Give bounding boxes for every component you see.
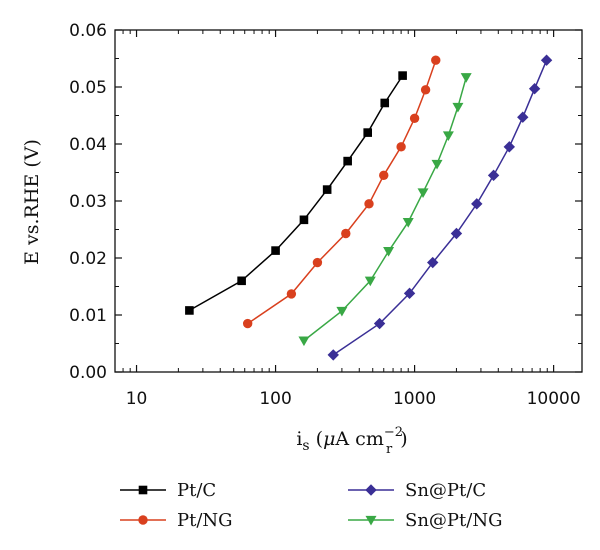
data-point-sn-pt-c [373,317,386,330]
series-layer [185,54,553,361]
data-point-pt-ng [341,228,351,239]
data-point-sn-pt-ng [364,276,376,287]
data-point-sn-pt-ng [402,217,414,228]
axes: 0.00 0.01 0.02 0.03 0.04 0.05 0.06 10 100 1000 100… [69,21,583,409]
data-point-pt-c [380,98,390,108]
data-point-pt-ng [364,199,374,209]
data-point-pt-ng [409,113,420,124]
data-point-pt-ng [312,257,323,268]
data-point-pt-c [237,276,246,286]
data-point-pt-c [322,185,332,194]
x-tick-label: 10 [126,389,148,409]
data-point-pt-c [363,128,373,137]
series-line-sn-pt-ng [303,77,467,342]
data-point-sn-pt-c [487,169,500,182]
data-point-sn-pt-ng [460,73,472,83]
data-point-sn-pt-ng [383,247,395,257]
data-point-sn-pt-ng [298,336,310,347]
legend-label: Sn@Pt/C [405,480,486,501]
y-tick-label: 0.04 [69,135,107,155]
legend-marker [138,515,148,525]
data-point-pt-ng [396,142,406,152]
data-point-pt-c [271,246,280,255]
legend-marker [138,485,148,495]
legend-marker [365,484,377,496]
data-point-sn-pt-c [403,287,416,300]
data-point-pt-c [398,71,407,80]
data-point-sn-pt-ng [452,102,464,113]
data-point-sn-pt-c [471,198,483,210]
data-point-sn-pt-ng [417,188,429,198]
data-point-sn-pt-ng [431,159,443,170]
series-line-pt-c [189,75,404,312]
data-point-sn-pt-c [327,349,339,361]
data-point-sn-pt-c [540,54,553,66]
legend-label: Sn@Pt/NG [405,510,502,531]
data-point-pt-ng [242,318,253,329]
data-point-pt-ng [286,289,297,299]
y-tick-label: 0.05 [69,78,107,98]
data-point-pt-c [343,156,352,166]
data-point-pt-ng [420,85,431,95]
data-point-sn-pt-c [528,83,541,95]
legend-label: Pt/NG [177,510,233,531]
legend-label: Pt/C [177,480,216,501]
data-point-pt-c [185,306,194,315]
x-tick-label: 1000 [393,389,436,409]
legend-item-pt-c: Pt/C [120,480,216,501]
y-tick-label: 0.00 [69,363,107,383]
x-tick-label: 100 [259,389,291,409]
data-point-sn-pt-c [517,111,529,123]
data-point-sn-pt-ng [336,306,348,317]
plot-frame [114,29,583,373]
legend-item-pt-ng: Pt/NG [120,510,233,531]
legend-marker [365,515,377,526]
series-line-pt-ng [247,59,437,325]
data-point-sn-pt-c [450,227,463,240]
legend-item-sn-pt-c: Sn@Pt/C [348,480,486,501]
y-tick-label: 0.01 [69,306,107,326]
data-point-sn-pt-ng [442,131,454,141]
data-point-sn-pt-c [503,141,516,153]
x-axis-label: is (μA cm−2 r) [296,425,407,457]
y-tick-label: 0.02 [69,249,107,269]
data-point-pt-ng [431,55,441,65]
series-pt-ng [242,55,441,329]
series-sn-pt-ng [298,73,472,347]
series-pt-c [185,71,407,315]
y-tick-label: 0.06 [69,21,107,41]
data-point-pt-ng [379,170,389,181]
data-point-sn-pt-c [427,256,439,269]
legend-item-sn-pt-ng: Sn@Pt/NG [348,510,502,531]
y-tick-label: 0.03 [69,192,107,212]
data-point-pt-c [299,215,309,225]
series-sn-pt-c [327,54,553,361]
legend: Pt/C Pt/NG Sn@Pt/C Sn@Pt/NG [120,480,502,531]
y-axis-label: E vs.RHE (V) [21,139,43,265]
x-tick-label: 10000 [527,389,581,409]
